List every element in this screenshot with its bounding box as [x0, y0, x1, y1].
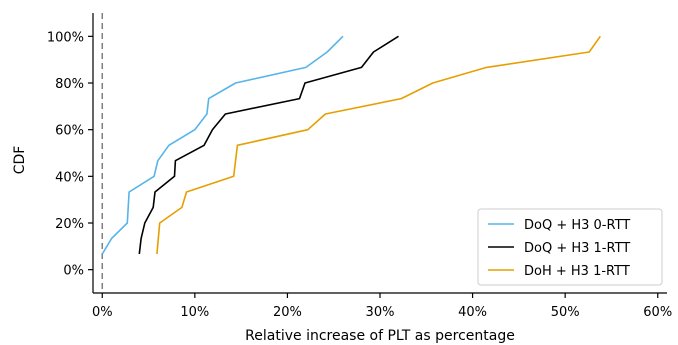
x-axis-label: Relative increase of PLT as percentage	[245, 328, 515, 344]
x-tick-label: 40%	[458, 305, 487, 320]
y-tick-label: 0%	[63, 264, 84, 279]
x-tick-label: 0%	[92, 305, 113, 320]
plot-area	[101, 13, 601, 293]
ticks: 0% 10% 20% 30% 40% 50% 60% 0% 20% 40% 60% 80% 100%	[47, 30, 672, 320]
x-tick-label: 20%	[273, 305, 302, 320]
legend-box	[477, 208, 663, 286]
legend-entry: DoQ + H3 1-RTT	[524, 241, 630, 256]
y-axis-label: CDF	[12, 146, 28, 175]
x-tick-label: 10%	[180, 305, 209, 320]
legend-entry: DoQ + H3 0-RTT	[524, 218, 630, 233]
y-tick-label: 20%	[55, 217, 84, 232]
legend-entry: DoH + H3 1-RTT	[524, 264, 630, 279]
x-tick-label: 30%	[366, 305, 395, 320]
y-tick-label: 100%	[47, 30, 84, 45]
y-tick-label: 60%	[55, 124, 84, 139]
x-tick-label: 50%	[551, 305, 580, 320]
y-tick-label: 40%	[55, 170, 84, 185]
x-tick-label: 60%	[643, 305, 672, 320]
series-line-1	[101, 35, 344, 255]
series-line-3	[156, 35, 601, 255]
y-tick-label: 80%	[55, 77, 84, 92]
legend: DoQ + H3 0-RTT DoQ + H3 1-RTT DoH + H3 1-R…	[477, 208, 663, 286]
series-line-2	[138, 35, 399, 255]
